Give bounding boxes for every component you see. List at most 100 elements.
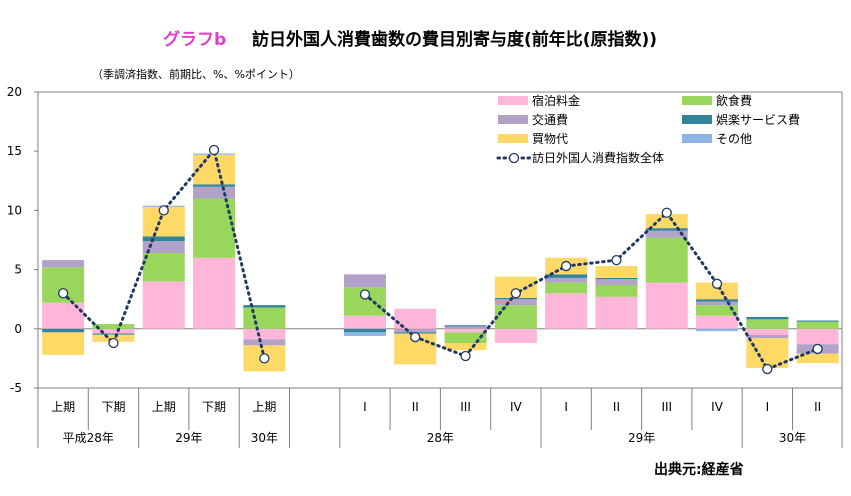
bar-segment (595, 296, 638, 329)
bar-segment (545, 282, 588, 294)
y-tick-label: 20 (7, 85, 22, 99)
x-tick-label: 上期 (252, 400, 276, 414)
legend-label: 宿泊料金 (532, 93, 580, 108)
total-index-point (108, 337, 119, 349)
x-tick-label: IV (510, 400, 523, 414)
legend-swatch (682, 134, 712, 143)
bar-segment (645, 237, 688, 283)
y-tick-label: -5 (10, 381, 22, 395)
bar-segment (796, 321, 839, 329)
total-index-point (762, 363, 773, 375)
bar-segment (394, 328, 437, 333)
total-index-point (410, 331, 421, 343)
bar-segment (142, 253, 185, 282)
bar-segment (92, 328, 135, 334)
legend-swatch (498, 134, 528, 143)
bar-segment (645, 228, 688, 231)
bar-segment (746, 319, 789, 329)
chart-title-tag: グラフb (163, 29, 226, 50)
bar-segment (142, 281, 185, 329)
bar-segment (343, 328, 386, 333)
total-index-point (711, 278, 723, 289)
bar-segment (545, 274, 588, 278)
bar-segment (243, 339, 286, 346)
total-index-point (359, 289, 371, 300)
total-index-point (561, 260, 572, 272)
legend-label: 飲食費 (716, 93, 752, 108)
bar-segment (42, 332, 85, 355)
bar-segment (796, 353, 839, 364)
legend-label: 訪日外国人消費指数全体 (532, 150, 664, 165)
bar-segment (696, 301, 739, 306)
legend-line-marker (508, 152, 520, 164)
bar-segment (394, 308, 437, 329)
bar-segment (746, 334, 789, 339)
legend-swatch (682, 115, 712, 124)
bar-segment (494, 276, 537, 299)
bar-segment (444, 325, 487, 327)
bar-segment (444, 332, 487, 344)
bar-segment (193, 154, 236, 185)
bar-segment (645, 282, 688, 329)
x-tick-label: 下期 (202, 400, 226, 414)
total-line-layer (58, 144, 823, 375)
legend-swatch (682, 96, 712, 105)
bar-segment (796, 328, 839, 345)
x-group-label: 30年 (251, 431, 278, 445)
total-index-line (363, 210, 820, 371)
bar-segment (696, 299, 739, 302)
legend-label: 交通費 (532, 112, 568, 127)
bar-segment (243, 305, 286, 308)
chart-subtitle: （季調済指数、前期比、%、%ポイント） (92, 67, 300, 81)
x-tick-label: 上期 (51, 400, 75, 414)
x-tick-label: IV (711, 400, 724, 414)
bar-segment (193, 184, 236, 187)
source-note: 出典元:経産省 (654, 461, 744, 478)
bar-segment (193, 186, 236, 199)
bar-segment (444, 328, 487, 333)
bar-segment (595, 266, 638, 278)
bar-segment (142, 241, 185, 254)
x-tick-label: I (564, 400, 568, 414)
bar-segment (494, 298, 537, 300)
total-index-point (611, 254, 622, 266)
bar-segment (494, 328, 537, 344)
bar-segment (444, 343, 487, 351)
total-index-point (812, 343, 823, 355)
bar-segment (595, 284, 638, 297)
bar-segment (494, 305, 537, 329)
bar-segment (343, 274, 386, 288)
total-index-point (510, 288, 521, 299)
bar-segment (243, 307, 286, 329)
y-tick-label: 10 (7, 203, 22, 217)
total-index-point (460, 350, 471, 362)
bar-segment (343, 332, 386, 336)
x-tick-label: 上期 (152, 400, 176, 414)
bar-segment (696, 315, 739, 329)
bar-segment (343, 315, 386, 329)
bar-segment (142, 236, 185, 242)
bar-segment (92, 324, 135, 329)
total-index-point (259, 353, 270, 364)
x-group-label: 30年 (779, 431, 806, 445)
x-group-label: 28年 (427, 431, 454, 445)
x-tick-label: II (814, 400, 821, 414)
bar-segment (696, 305, 739, 316)
y-tick-label: 0 (14, 322, 22, 336)
bars (42, 153, 839, 372)
legend-swatch (498, 115, 528, 124)
bar-segment (595, 277, 638, 280)
x-tick-label: 下期 (101, 400, 125, 414)
total-index-point (661, 207, 672, 218)
legend-label: 娯楽サービス費 (716, 112, 800, 127)
x-tick-label: I (363, 400, 367, 414)
legend-swatch (498, 96, 528, 105)
x-tick-label: II (613, 400, 620, 414)
bar-segment (746, 328, 789, 335)
bar-segment (545, 277, 588, 283)
legend-label: 買物代 (532, 132, 568, 146)
bar-segment (645, 230, 688, 238)
